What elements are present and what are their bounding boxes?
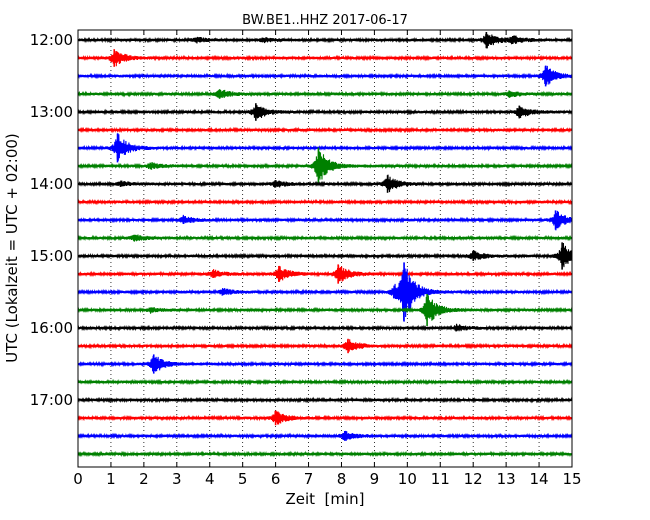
trace-line <box>77 262 573 321</box>
trace-1400 <box>77 174 573 193</box>
trace-1600 <box>77 323 573 332</box>
x-tick-label: 11 <box>431 470 450 488</box>
y-tick-label: 16:00 <box>30 319 73 337</box>
y-axis: 12:00 13:00 14:00 15:00 16:00 17:00 <box>30 31 572 409</box>
trace-1715 <box>77 410 573 426</box>
trace-line <box>77 33 573 49</box>
trace-line <box>77 151 573 180</box>
trace-1745 <box>77 450 573 458</box>
x-tick-label: 10 <box>398 470 417 488</box>
trace-1500 <box>77 242 573 270</box>
x-tick-label: 8 <box>337 470 347 488</box>
trace-line <box>77 265 573 284</box>
trace-line <box>77 450 573 458</box>
trace-1330 <box>77 133 573 163</box>
x-tick-label: 5 <box>238 470 248 488</box>
trace-line <box>77 104 573 119</box>
trace-line <box>77 133 573 161</box>
trace-line <box>77 355 573 372</box>
trace-1345 <box>77 147 573 185</box>
x-tick-label: 13 <box>497 470 516 488</box>
trace-1415 <box>77 198 573 206</box>
x-tick-label: 9 <box>370 470 380 488</box>
trace-1200 <box>77 32 573 49</box>
trace-line <box>77 174 573 193</box>
trace-1315 <box>77 126 573 134</box>
trace-1615 <box>77 338 573 354</box>
chart-title: BW.BE1..HHZ 2017-06-17 <box>242 13 408 28</box>
trace-line <box>77 243 573 268</box>
x-tick-label: 0 <box>73 470 83 488</box>
trace-1645 <box>77 378 573 386</box>
trace-line <box>77 295 573 321</box>
trace-line <box>77 378 573 386</box>
trace-1630 <box>77 354 573 374</box>
x-tick-label: 4 <box>205 470 215 488</box>
trace-line <box>77 339 573 352</box>
trace-1545 <box>77 294 573 326</box>
y-tick-label: 12:00 <box>30 31 73 49</box>
trace-1215 <box>77 49 573 67</box>
trace-line <box>77 198 573 206</box>
y-tick-label: 14:00 <box>30 175 73 193</box>
plot-frame <box>77 29 573 468</box>
x-tick-label: 15 <box>562 470 581 488</box>
plot-area <box>77 30 573 467</box>
trace-1300 <box>77 103 573 121</box>
trace-1700 <box>77 396 573 404</box>
x-tick-label: 7 <box>304 470 314 488</box>
trace-1230 <box>77 65 573 87</box>
trace-1530 <box>77 262 573 322</box>
x-tick-label: 14 <box>530 470 549 488</box>
trace-1445 <box>77 234 573 242</box>
x-tick-label: 2 <box>139 470 149 488</box>
trace-line <box>77 234 573 242</box>
x-tick-label: 3 <box>172 470 182 488</box>
x-tick-label: 12 <box>464 470 483 488</box>
y-tick-label: 17:00 <box>30 391 73 409</box>
x-tick-label: 6 <box>271 470 281 488</box>
y-tick-label: 13:00 <box>30 103 73 121</box>
trace-line <box>77 430 573 441</box>
trace-line <box>77 65 573 86</box>
trace-line <box>77 210 573 231</box>
trace-1245 <box>77 89 573 99</box>
x-axis: 0 1 2 3 4 5 6 7 8 9 10 11 12 13 14 15 <box>73 30 582 488</box>
y-axis-label: UTC (Lokalzeit = UTC + 02:00) <box>3 133 21 363</box>
trace-line <box>77 410 573 425</box>
trace-1730 <box>77 430 573 441</box>
trace-1515 <box>77 264 573 284</box>
x-tick-label: 1 <box>106 470 116 488</box>
trace-line <box>77 323 573 332</box>
trace-line <box>77 396 573 404</box>
trace-line <box>77 89 573 99</box>
x-axis-label: Zeit [min] <box>285 490 364 508</box>
y-tick-label: 15:00 <box>30 247 73 265</box>
trace-line <box>77 51 573 67</box>
trace-line <box>77 126 573 134</box>
trace-1430 <box>77 210 573 231</box>
